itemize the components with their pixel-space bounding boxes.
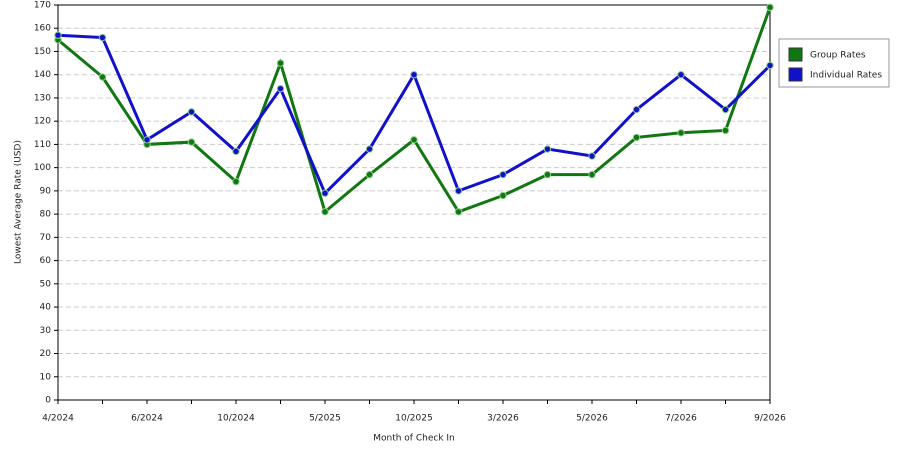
data-point [232,177,240,186]
data-point [543,170,552,179]
data-point [677,71,685,79]
y-axis-label: Lowest Average Rate (USD) [14,140,24,264]
data-point [365,145,374,153]
y-tick-label: 10 [40,372,52,382]
data-point [721,105,730,114]
data-point [721,126,730,135]
y-tick-label: 120 [34,117,51,127]
y-tick-label: 170 [34,1,51,11]
data-point [187,138,196,146]
data-point [410,136,418,144]
y-tick-label: 110 [34,140,51,150]
legend-swatch [788,67,803,82]
y-tick-label: 50 [40,279,52,289]
data-point [321,208,329,216]
data-point [232,147,240,156]
x-tick-label: 10/2024 [217,414,255,424]
y-tick-label: 100 [34,163,51,173]
y-tick-label: 20 [40,349,52,359]
y-tick-label: 70 [40,233,52,243]
y-tick-label: 160 [34,24,51,34]
data-point [143,136,151,144]
x-tick-label: 5/2026 [576,414,608,424]
data-point [454,208,463,216]
x-tick-label: 9/2026 [754,414,786,424]
y-tick-label: 150 [34,47,51,57]
y-tick-label: 80 [40,210,52,220]
legend-swatch [788,47,803,62]
y-tick-label: 60 [40,256,52,266]
data-point [588,170,596,179]
x-axis-label: Month of Check In [373,434,455,444]
data-point [766,3,774,12]
data-point [499,170,507,179]
data-point [54,31,62,39]
x-tick-label: 3/2026 [487,414,519,424]
data-point [321,189,329,197]
y-tick-label: 90 [40,186,52,196]
series-line [57,33,772,196]
x-tick-label: 7/2026 [665,414,697,424]
data-point [276,84,285,93]
series-line [57,6,772,215]
data-point [543,145,552,153]
data-point [677,129,685,137]
x-tick-label: 5/2025 [309,414,341,424]
x-tick-label: 10/2025 [395,414,432,424]
x-tick-label: 4/2024 [42,414,74,424]
data-point [187,108,196,116]
y-tick-label: 40 [40,303,52,313]
data-point [499,191,507,200]
data-point [410,71,418,79]
data-point [588,152,596,160]
y-tick-label: 140 [34,70,51,80]
y-tick-label: 130 [34,93,51,103]
data-point [766,61,774,70]
legend-label: Individual Rates [810,71,882,81]
x-tick-label: 6/2024 [131,414,163,424]
data-point [98,73,107,81]
data-point [454,187,463,195]
data-point [632,105,641,114]
y-tick-label: 30 [40,326,52,336]
legend-label: Group Rates [810,51,866,61]
data-point [98,33,107,42]
data-point [276,59,285,67]
data-point [365,170,374,179]
data-point [632,133,641,142]
y-tick-label: 0 [45,396,51,406]
plot-frame [57,4,771,401]
